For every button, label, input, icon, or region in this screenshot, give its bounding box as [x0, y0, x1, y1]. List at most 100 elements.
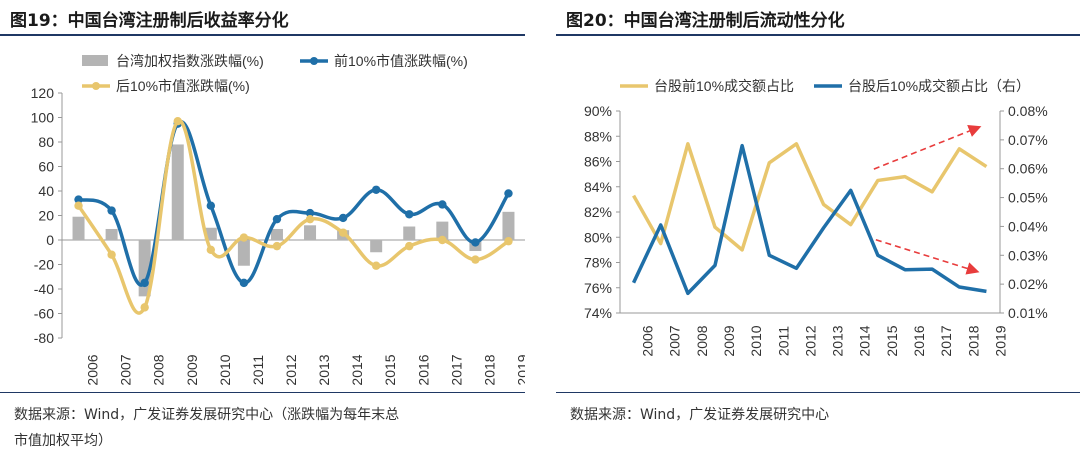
x-tick-label: 2016: [911, 325, 927, 356]
point-top10-2017: [438, 200, 447, 209]
x-tick-label: 2006: [85, 354, 101, 385]
x-tick-label: 2007: [667, 325, 683, 356]
series-line-top10-turnover: [632, 142, 988, 252]
x-tick-label: 2013: [316, 354, 332, 385]
legend-label: 后10%市值涨跌幅(%): [116, 78, 250, 94]
x-tick-label: 2007: [118, 354, 134, 385]
source-line-1: 数据来源：Wind，广发证券发展研究中心: [570, 407, 830, 423]
x-tick-label: 2019: [992, 325, 1008, 356]
y-tick-label-right: 0.02%: [1008, 276, 1048, 292]
x-tick-label: 2008: [151, 354, 167, 385]
y-tick-label-left: 74%: [584, 305, 612, 321]
y-tick-label-right: 0.03%: [1008, 247, 1048, 263]
y-tick-label-right: 0.07%: [1008, 132, 1048, 148]
y-tick-label: 40: [38, 183, 54, 199]
x-tick-label: 2010: [748, 325, 764, 356]
y-tick-label: 100: [31, 110, 55, 126]
chart-title-returns: 图19：中国台湾注册制后收益率分化: [10, 11, 289, 31]
x-tick-label: 2006: [640, 325, 656, 356]
source-line-2: 市值加权平均）: [14, 433, 112, 449]
point-bottom10-2016: [405, 241, 414, 251]
liquidity-chart: 74% 76% 78% 80% 82% 84% 86% 88% 90% 0.01% 0.02% 0.0…: [584, 78, 1048, 357]
point-bottom10-2010: [206, 245, 216, 254]
y-tick-label-left: 76%: [584, 280, 612, 296]
y-tick-label-left: 84%: [584, 179, 612, 195]
x-tick-label: 2018: [965, 325, 981, 356]
bar-2015: [370, 240, 383, 253]
x-tick-label: 2012: [802, 325, 818, 356]
legend-swatch-marker: [92, 82, 100, 90]
point-bottom10-2012: [272, 241, 282, 251]
x-tick-label: 2015: [884, 325, 900, 356]
y-tick-label-left: 90%: [584, 103, 612, 119]
legend-label: 台股后10%成交额占比（右）: [848, 78, 1030, 94]
point-bottom10-2006: [74, 201, 83, 210]
x-tick-label: 2015: [382, 354, 398, 385]
x-tick-label: 2019: [514, 354, 525, 385]
y-tick-label-left: 88%: [584, 128, 612, 144]
x-tick-label: 2009: [721, 325, 737, 356]
y-tick-label-left: 82%: [584, 204, 612, 220]
y-tick-label: -60: [34, 306, 54, 322]
y-tick-label: 60: [38, 159, 54, 175]
trend-arrow-down: [875, 239, 980, 275]
point-bottom10-2013: [305, 214, 315, 224]
y-tick-label-left: 78%: [584, 255, 612, 271]
source-note-returns: 数据来源：Wind，广发证券发展研究中心（涨跌幅为每年末总 市值加权平均）: [14, 402, 399, 454]
point-bottom10-2009: [173, 116, 182, 126]
legend-swatch-marker: [310, 57, 318, 65]
bar-2013: [304, 225, 317, 240]
y-tick-label-right: 0.01%: [1008, 305, 1048, 321]
chart-title-liquidity: 图20：中国台湾注册制后流动性分化: [566, 11, 845, 31]
source-note-liquidity: 数据来源：Wind，广发证券发展研究中心: [570, 402, 829, 428]
x-tick-label: 2011: [250, 355, 266, 385]
x-tick-label: 2014: [349, 354, 365, 385]
panel-returns: 图19：中国台湾注册制后收益率分化 -80 -60 -40 -20 0 20 40 60 80 1…: [0, 0, 525, 469]
point-top10-2014: [338, 213, 348, 223]
y-tick-label-left: 80%: [584, 229, 612, 245]
point-top10-2016: [405, 210, 414, 219]
y-tick-label: 20: [38, 208, 54, 224]
x-tick-label: 2012: [283, 354, 299, 385]
y-tick-label-left: 86%: [584, 154, 612, 170]
point-top10-2015: [371, 185, 381, 194]
point-top10-2006: [74, 195, 83, 204]
trend-arrow-up: [873, 125, 982, 170]
bar-2011: [237, 240, 250, 266]
point-bottom10-2019: [504, 237, 513, 246]
y-tick-label: -40: [34, 281, 54, 297]
bar-2012: [270, 228, 283, 240]
y-tick-label: -80: [34, 330, 54, 346]
point-bottom10-2011: [239, 233, 249, 242]
point-top10-2007: [107, 206, 116, 215]
title-rule: [556, 34, 1080, 36]
x-tick-label: 2008: [694, 325, 710, 356]
bar-2017: [436, 221, 449, 240]
bar-2007: [105, 228, 118, 240]
y-tick-label-right: 0.08%: [1008, 103, 1048, 119]
bar-2009: [171, 144, 184, 240]
x-tick-label: 2018: [481, 354, 497, 385]
x-tick-label: 2017: [448, 354, 464, 385]
point-top10-2019: [504, 189, 513, 198]
x-tick-label: 2011: [775, 326, 791, 356]
x-tick-label: 2014: [857, 325, 873, 356]
y-tick-label: 0: [46, 232, 54, 248]
y-tick-label-right: 0.06%: [1008, 161, 1048, 177]
legend-label: 台湾加权指数涨跌幅(%): [116, 53, 264, 69]
point-top10-2012: [272, 214, 282, 224]
x-tick-label: 2010: [217, 354, 233, 385]
source-line-1: 数据来源：Wind，广发证券发展研究中心（涨跌幅为每年末总: [14, 407, 400, 423]
point-top10-2018: [471, 238, 480, 247]
y-tick-label-right: 0.04%: [1008, 218, 1048, 234]
returns-chart: -80 -60 -40 -20 0 20 40 60 80 100 120 2006 2007 2008 2…: [31, 53, 525, 386]
x-tick-label: 2009: [184, 354, 200, 385]
bar-2016: [403, 226, 416, 240]
x-tick-label: 2017: [938, 325, 954, 356]
legend-swatch-index: [82, 55, 108, 66]
y-tick-label: 80: [38, 134, 54, 150]
point-top10-2010: [206, 201, 216, 210]
point-bottom10-2014: [338, 228, 348, 237]
series-line-bottom10-turnover: [631, 143, 987, 296]
point-top10-2013: [305, 208, 315, 218]
